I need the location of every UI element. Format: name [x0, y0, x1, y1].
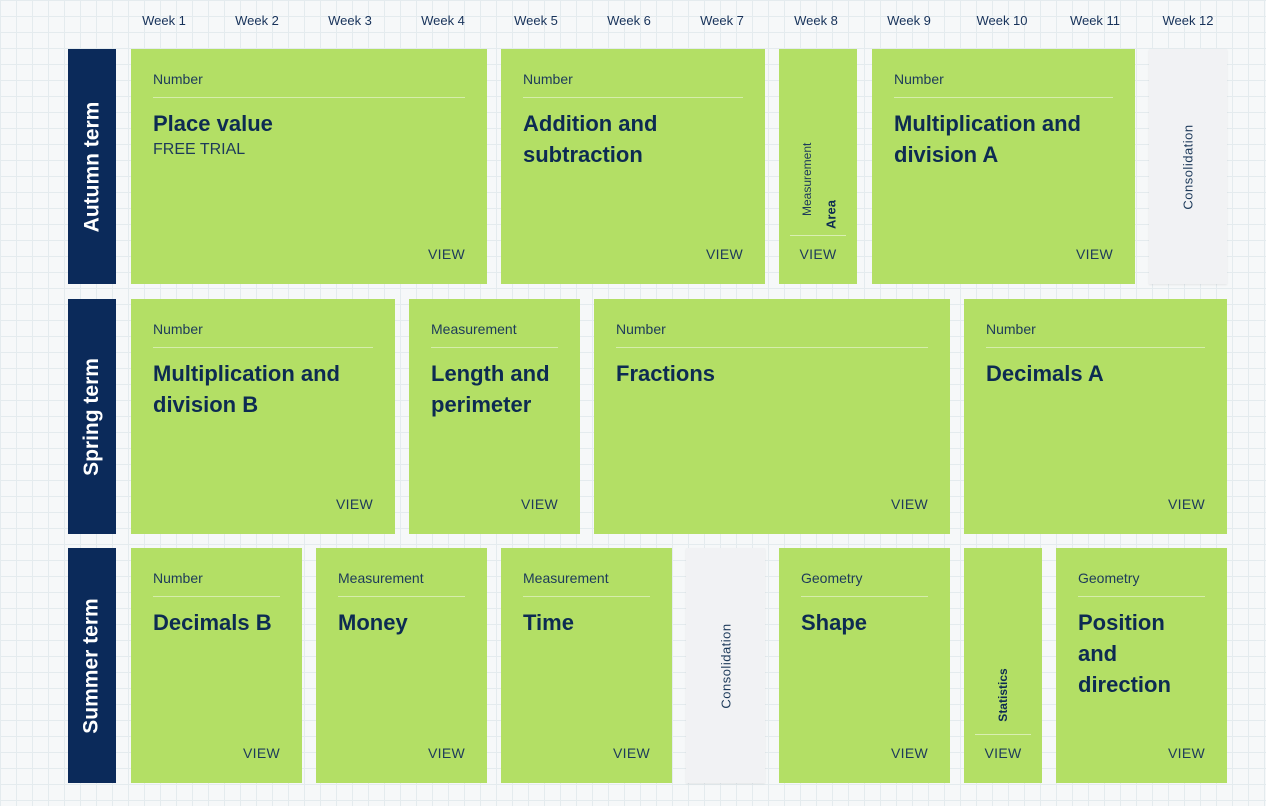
unit-category: Number — [153, 570, 280, 597]
week-header-12: Week 12 — [1162, 13, 1214, 28]
unit-card-decimals-b[interactable]: Number Decimals B VIEW — [131, 548, 302, 783]
unit-card-time[interactable]: Measurement Time VIEW — [501, 548, 672, 783]
unit-title: Money — [338, 610, 408, 635]
unit-card-place-value[interactable]: Number Place value FREE TRIAL VIEW — [131, 49, 487, 284]
term-label-autumn: Autumn term — [68, 49, 116, 284]
unit-card-statistics[interactable]: Statistics VIEW — [964, 548, 1042, 783]
unit-card-shape[interactable]: Geometry Shape VIEW — [779, 548, 950, 783]
week-header-11: Week 11 — [1069, 13, 1121, 28]
unit-title: Place value — [153, 111, 273, 136]
view-link[interactable]: VIEW — [336, 496, 373, 512]
term-label-summer: Summer term — [68, 548, 116, 783]
term-label-text: Spring term — [80, 357, 104, 476]
view-link[interactable]: VIEW — [243, 745, 280, 761]
view-link[interactable]: VIEW — [891, 745, 928, 761]
consolidation-block-summer: Consolidation — [686, 548, 765, 783]
unit-category: Geometry — [801, 570, 928, 597]
week-header-5: Week 5 — [514, 13, 558, 28]
unit-card-multiplication-a[interactable]: Number Multiplication and division A VIE… — [872, 49, 1135, 284]
view-link[interactable]: VIEW — [984, 745, 1022, 761]
view-link[interactable]: VIEW — [428, 745, 465, 761]
view-link[interactable]: VIEW — [706, 246, 743, 262]
consolidation-label: Consolidation — [1180, 123, 1196, 210]
unit-card-multiplication-b[interactable]: Number Multiplication and division B VIE… — [131, 299, 395, 534]
view-link[interactable]: VIEW — [799, 246, 837, 262]
unit-title: Area — [823, 200, 839, 229]
unit-title: Decimals B — [153, 610, 272, 635]
week-header-2: Week 2 — [235, 13, 279, 28]
unit-title: Decimals A — [986, 361, 1104, 386]
view-link[interactable]: VIEW — [1076, 246, 1113, 262]
unit-card-length-perimeter[interactable]: Measurement Length and perimeter VIEW — [409, 299, 580, 534]
week-header-6: Week 6 — [607, 13, 651, 28]
unit-title: Length and perimeter — [431, 361, 550, 417]
unit-title: Statistics — [996, 668, 1010, 722]
week-header-3: Week 3 — [328, 13, 372, 28]
unit-category: Number — [616, 321, 928, 348]
unit-category: Number — [153, 321, 373, 348]
view-link[interactable]: VIEW — [521, 496, 558, 512]
unit-title: Addition and subtraction — [523, 111, 658, 167]
term-label-text: Autumn term — [80, 101, 104, 232]
unit-category: Number — [153, 71, 465, 98]
unit-category: Number — [894, 71, 1113, 98]
unit-card-decimals-a[interactable]: Number Decimals A VIEW — [964, 299, 1227, 534]
week-header-7: Week 7 — [700, 13, 744, 28]
view-link[interactable]: VIEW — [891, 496, 928, 512]
unit-category: Number — [523, 71, 743, 98]
week-header-1: Week 1 — [142, 13, 186, 28]
consolidation-label: Consolidation — [718, 622, 733, 709]
term-label-text: Summer term — [80, 597, 104, 734]
unit-title: Multiplication and division B — [153, 361, 340, 417]
unit-card-position-direction[interactable]: Geometry Position and direction VIEW — [1056, 548, 1227, 783]
unit-title: Time — [523, 610, 574, 635]
unit-title: Multiplication and division A — [894, 111, 1081, 167]
unit-category: Measurement — [338, 570, 465, 597]
consolidation-block-autumn: Consolidation — [1149, 49, 1227, 284]
week-header-10: Week 10 — [976, 13, 1028, 28]
view-link[interactable]: VIEW — [1168, 745, 1205, 761]
unit-category: Measurement — [431, 321, 558, 348]
unit-category: Geometry — [1078, 570, 1205, 597]
week-header-4: Week 4 — [421, 13, 465, 28]
view-link[interactable]: VIEW — [613, 745, 650, 761]
unit-category: Measurement — [523, 570, 650, 597]
term-label-spring: Spring term — [68, 299, 116, 534]
unit-card-area[interactable]: Measurement Area VIEW — [779, 49, 857, 284]
free-trial-badge: FREE TRIAL — [153, 141, 246, 158]
unit-title: Fractions — [616, 361, 716, 386]
card-divider — [975, 734, 1031, 735]
unit-category: Number — [986, 321, 1205, 348]
unit-category: Measurement — [800, 142, 814, 216]
week-header-8: Week 8 — [794, 13, 838, 28]
unit-card-fractions[interactable]: Number Fractions VIEW — [594, 299, 950, 534]
view-link[interactable]: VIEW — [428, 246, 465, 262]
unit-title: Position and direction — [1078, 610, 1171, 697]
week-header-9: Week 9 — [887, 13, 931, 28]
unit-card-money[interactable]: Measurement Money VIEW — [316, 548, 487, 783]
card-divider — [790, 235, 846, 236]
unit-title: Shape — [801, 610, 868, 635]
unit-card-addition-subtraction[interactable]: Number Addition and subtraction VIEW — [501, 49, 765, 284]
view-link[interactable]: VIEW — [1168, 496, 1205, 512]
